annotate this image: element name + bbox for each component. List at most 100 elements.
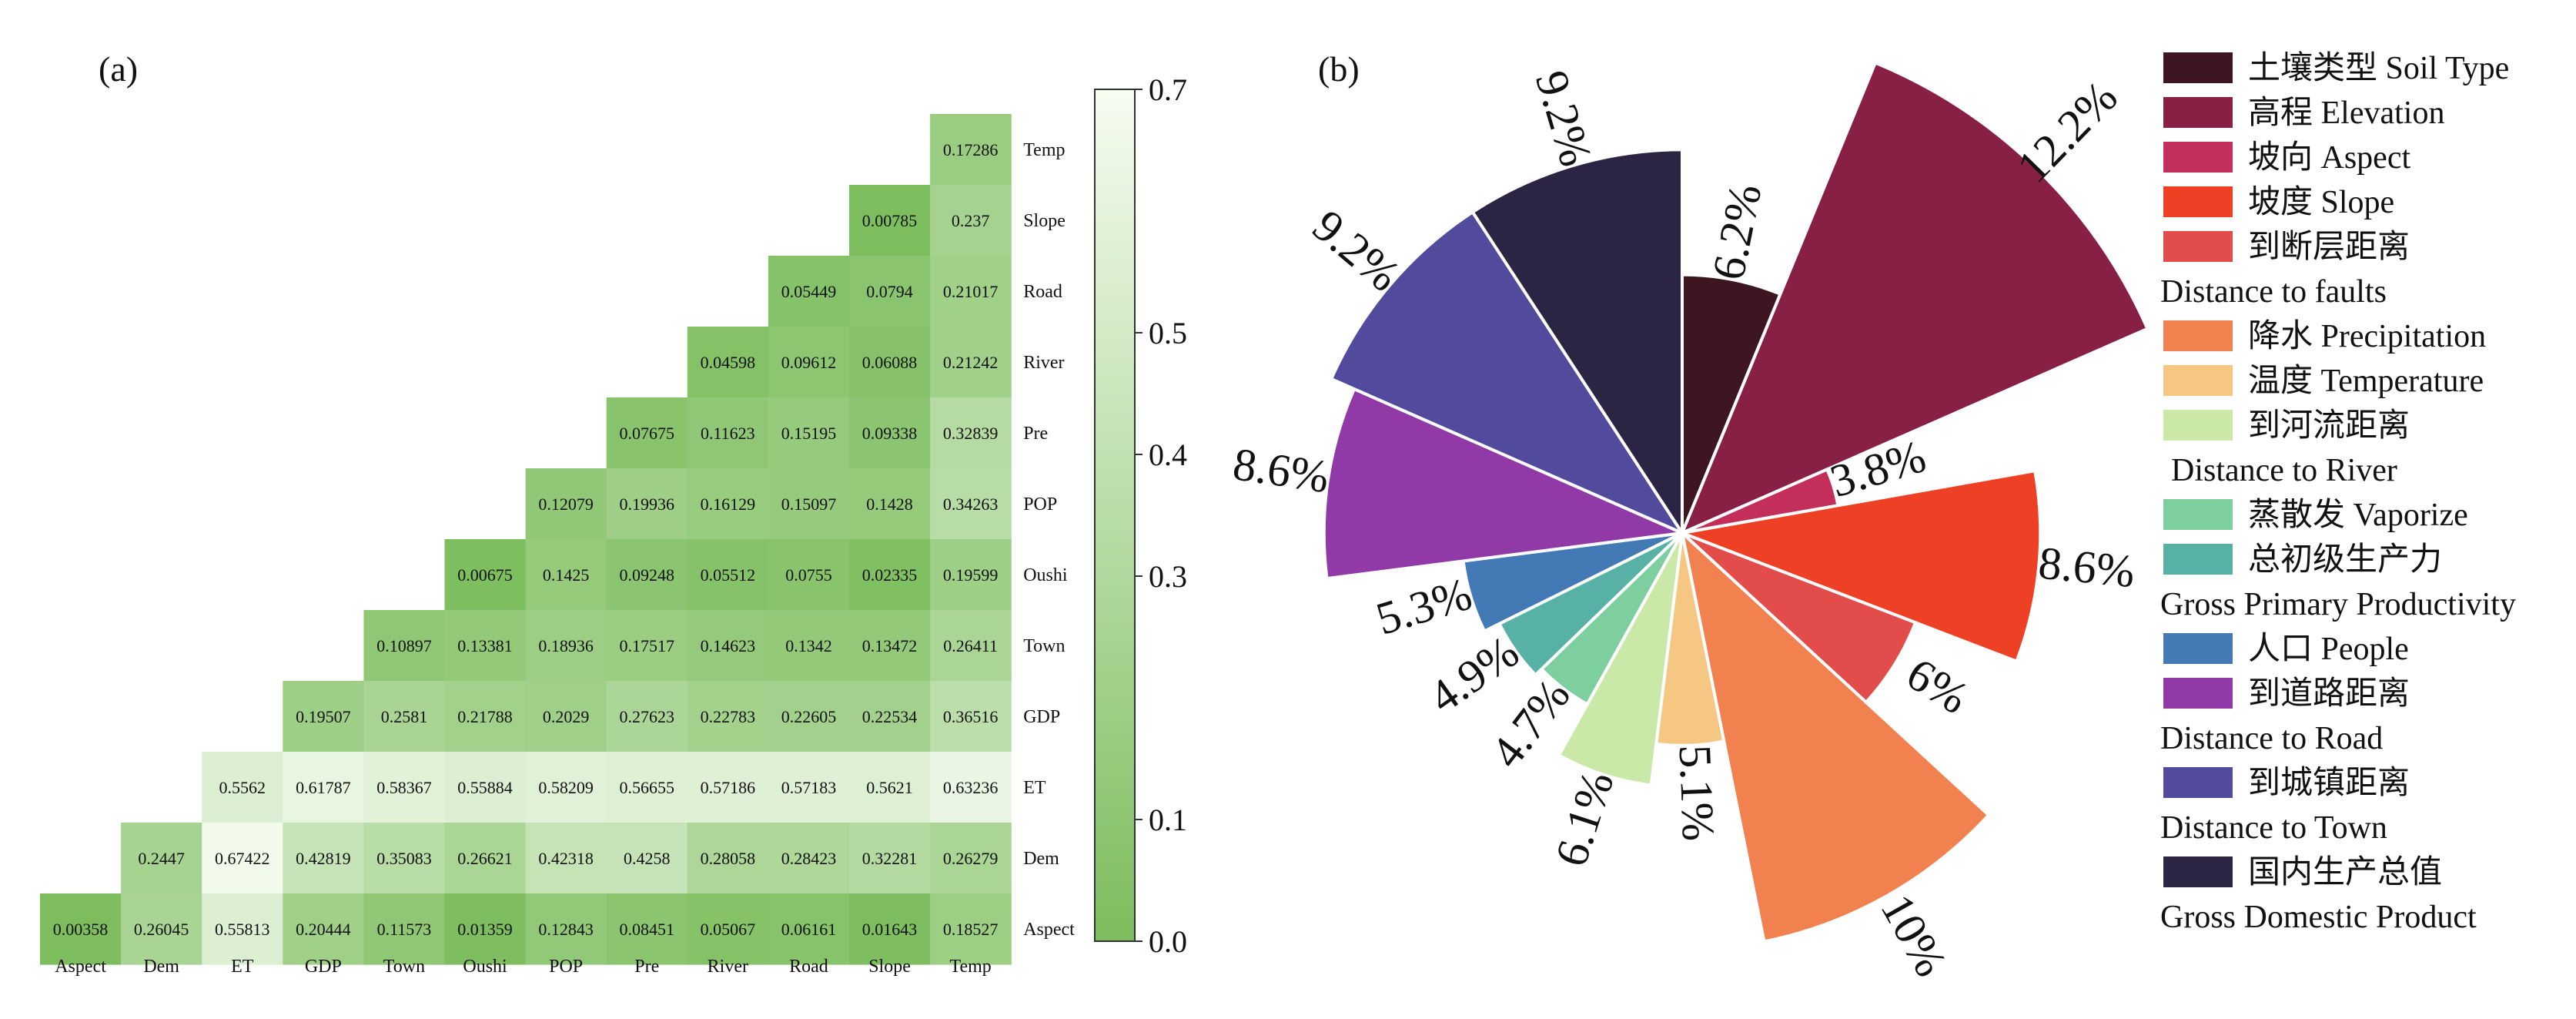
polar-area-chart: 6.2%12.2%3.8%8.6%6%10%5.1%6.1%4.7%4.9%5.… [1229,60,2150,985]
legend-label: 人口 People [2248,632,2409,667]
heatmap-cell-label: 0.58209 [538,778,594,797]
heatmap-cell-label: 0.01359 [457,920,513,939]
legend-swatch [2163,856,2233,887]
x-tick-label: Dem [143,957,179,977]
heatmap-cell-label: 0.05067 [701,920,756,939]
heatmap-cell-label: 0.16129 [701,494,756,514]
legend-swatch [2163,231,2233,262]
legend-swatch [2163,52,2233,83]
slice-percent-label: 8.6% [2036,537,2137,597]
y-tick-label: Aspect [1023,920,1075,940]
heatmap-cell-label: 0.11623 [701,424,755,443]
legend-label: 到城镇距离 [2248,765,2410,801]
heatmap-cell-label: 0.18936 [538,636,594,655]
heatmap-cell-label: 0.09338 [862,424,918,443]
slice-percent-label: 6.2% [1702,179,1771,283]
heatmap-cell-label: 0.57186 [701,778,756,797]
legend-swatch [2163,544,2233,575]
heatmap-cell-label: 0.58367 [376,778,432,797]
x-tick-label: Oushi [463,957,507,977]
heatmap-chart: 0.17286 0.00785 0.237 0.05449 0.0794 0.21017 0… [40,114,1075,977]
heatmap-cell [930,610,1012,682]
heatmap-cell-label: 0.18527 [943,920,999,939]
panel-b-tag: (b) [1318,49,1360,89]
heatmap-cell-label: 0.26411 [943,636,998,655]
panel-a-tag: (a) [99,49,138,89]
polar-slice [1329,209,1687,537]
heatmap-cell-label: 0.10897 [376,636,432,655]
x-tick-label: Pre [634,957,659,977]
slice-percent-label: 5.3% [1370,568,1477,644]
heatmap-cell-label: 0.0794 [866,282,913,301]
heatmap-cell-label: 0.06161 [781,920,837,939]
heatmap-cell-label: 0.07675 [620,424,675,443]
heatmap-cell-label: 0.22534 [862,707,918,726]
heatmap-cell-label: 0.2447 [138,849,185,868]
heatmap-cell-label: 0.1342 [785,636,832,655]
heatmap-cell-label: 0.2029 [543,707,590,726]
x-tick-label: GDP [305,957,342,977]
legend-swatch [2163,410,2233,441]
x-tick-label: Temp [949,957,991,977]
slice-percent-label: 6% [1898,648,1977,723]
polar-slice [1679,60,2150,536]
heatmap-cell [525,823,607,894]
slice-percent-label: 6.1% [1545,765,1623,872]
heatmap-cell [849,752,931,823]
polar-slice [1681,531,1918,705]
heatmap-cell [849,256,931,327]
heatmap-cell [444,610,527,682]
legend-label-continued: Gross Domestic Product [2160,900,2477,935]
legend-swatch [2163,186,2233,217]
y-tick-label: Dem [1023,849,1059,869]
y-tick-label: River [1023,353,1064,373]
polar-slice [1681,273,1783,534]
heatmap-cell-label: 0.09612 [781,353,837,372]
legend-label-continued: Distance to River [2171,453,2397,488]
heatmap-cell [849,610,931,682]
x-tick-label: Aspect [55,957,106,977]
heatmap-cell-label: 0.57183 [781,778,837,797]
y-tick-label: Temp [1023,140,1065,160]
heatmap-cell-label: 0.26279 [943,849,999,868]
heatmap-cell-label: 0.42819 [296,849,351,868]
legend-label: 高程 Elevation [2248,96,2444,131]
heatmap-cell-label: 0.34263 [943,494,999,514]
heatmap-cell-label: 0.21242 [943,353,999,372]
heatmap-cell-label: 0.17286 [943,140,999,159]
heatmap-cell [363,681,446,753]
y-tick-label: POP [1023,494,1057,515]
legend-label: 坡向 Aspect [2248,140,2410,176]
x-tick-label: Road [789,957,828,977]
heatmap-cell [283,823,364,894]
heatmap-cell-label: 0.13472 [862,636,918,655]
heatmap-cell-label: 0.02335 [862,565,918,585]
heatmap-cell [525,610,607,682]
heatmap-cell [930,114,1012,186]
legend-label-continued: Distance to Town [2160,810,2387,846]
legend-swatch [2163,767,2233,798]
heatmap-cell-label: 0.17517 [620,636,675,655]
heatmap-cell-label: 0.55813 [215,920,270,939]
heatmap-cell-label: 0.1428 [866,494,913,514]
heatmap-cell [363,823,446,894]
heatmap-cell [768,893,850,965]
slice-percent-label: 10% [1871,886,1956,984]
heatmap-cell [363,610,446,682]
heatmap-cell-label: 0.4258 [624,849,671,868]
heatmap-cell [768,610,850,682]
colorbar-tick-label: 0.3 [1149,559,1187,594]
heatmap-cell [202,823,283,894]
heatmap-cell [687,893,769,965]
heatmap-cell [606,468,688,540]
polar-slice [1557,532,1684,787]
heatmap-cell [930,539,1012,611]
heatmap-cell-label: 0.04598 [701,353,756,372]
heatmap-cell-label: 0.63236 [943,778,999,797]
heatmap-cell-label: 0.36516 [943,707,999,726]
legend-swatch [2163,320,2233,351]
heatmap-cell [687,539,769,611]
heatmap-cell-label: 0.08451 [620,920,675,939]
colorbar-tick-label: 0.1 [1149,803,1187,837]
heatmap-cell [283,752,364,823]
